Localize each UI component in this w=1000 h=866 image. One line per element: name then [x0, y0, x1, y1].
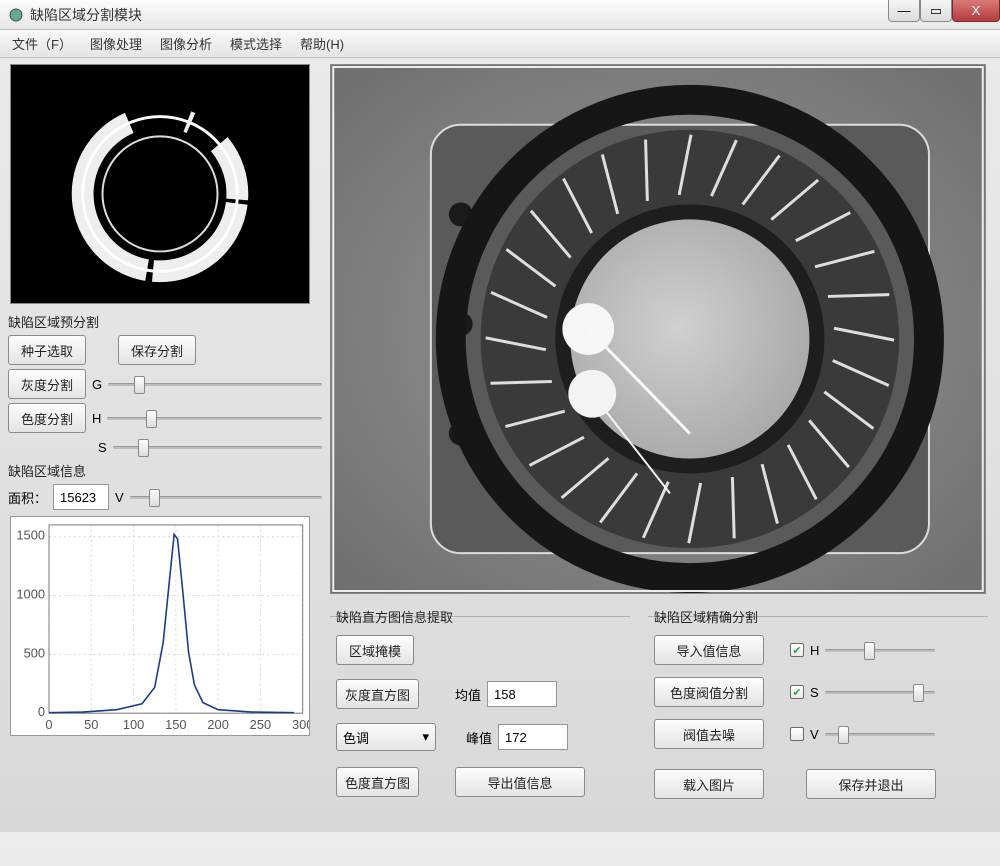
threshold-denoise-button[interactable]: 阀值去噪 — [654, 719, 764, 749]
channel-select[interactable]: 色调 ▾ — [336, 723, 436, 751]
svg-text:200: 200 — [207, 717, 228, 732]
precise-slider-v[interactable] — [825, 724, 935, 744]
svg-text:500: 500 — [24, 645, 45, 660]
maximize-button[interactable]: ▭ — [920, 0, 952, 22]
histogram-info-group: 缺陷直方图信息提取 区域掩模 灰度直方图 均值 158 色调 ▾ 峰值 172 … — [330, 616, 630, 866]
area-label: 面积： — [8, 488, 47, 507]
menu-image-processing[interactable]: 图像处理 — [90, 34, 142, 53]
gray-segment-button[interactable]: 灰度分割 — [8, 369, 86, 399]
checkbox-s-label: S — [810, 685, 819, 700]
gray-histogram-button[interactable]: 灰度直方图 — [336, 679, 419, 709]
checkbox-h-label: H — [810, 643, 819, 658]
title-bar: 缺陷区域分割模块 — ▭ X — [0, 0, 1000, 30]
precise-segmentation-group: 缺陷区域精确分割 导入值信息 ✔ H 色度阀值分割 ✔ S 阀值去噪 V 载入图… — [648, 616, 988, 866]
svg-text:300: 300 — [292, 717, 309, 732]
peak-label: 峰值 — [466, 728, 492, 747]
svg-text:1500: 1500 — [16, 528, 45, 543]
slider-s-label: S — [98, 440, 107, 455]
main-image-view — [330, 64, 986, 594]
left-panel: 缺陷区域预分割 种子选取 保存分割 灰度分割 G 色度分割 H S 缺陷区域信息… — [8, 64, 322, 736]
slider-v-label: V — [115, 490, 124, 505]
save-and-exit-button[interactable]: 保存并退出 — [806, 769, 936, 799]
mean-value: 158 — [487, 681, 557, 707]
mean-label: 均值 — [455, 685, 481, 704]
slider-g-label: G — [92, 377, 102, 392]
save-segmentation-button[interactable]: 保存分割 — [118, 335, 196, 365]
precise-slider-h[interactable] — [825, 640, 935, 660]
svg-text:0: 0 — [38, 704, 45, 719]
checkbox-h[interactable]: ✔ — [790, 643, 804, 657]
info-title: 缺陷区域信息 — [8, 461, 322, 480]
menu-mode-select[interactable]: 模式选择 — [230, 34, 282, 53]
chevron-down-icon: ▾ — [422, 729, 429, 745]
preseg-title: 缺陷区域预分割 — [8, 312, 322, 331]
menu-help[interactable]: 帮助(H) — [300, 34, 344, 53]
load-image-button[interactable]: 载入图片 — [654, 769, 764, 799]
svg-text:100: 100 — [123, 717, 144, 732]
slider-g[interactable] — [108, 374, 322, 394]
svg-text:250: 250 — [250, 717, 271, 732]
peak-value: 172 — [498, 724, 568, 750]
slider-h-label: H — [92, 411, 101, 426]
hue-segment-button[interactable]: 色度分割 — [8, 403, 86, 433]
svg-text:50: 50 — [84, 717, 98, 732]
checkbox-s[interactable]: ✔ — [790, 685, 804, 699]
area-value: 15623 — [53, 484, 109, 510]
checkbox-v-label: V — [810, 727, 819, 742]
region-mask-button[interactable]: 区域掩模 — [336, 635, 414, 665]
import-values-button[interactable]: 导入值信息 — [654, 635, 764, 665]
slider-h[interactable] — [107, 408, 322, 428]
window-title: 缺陷区域分割模块 — [30, 5, 888, 25]
svg-text:150: 150 — [165, 717, 186, 732]
svg-text:0: 0 — [45, 717, 52, 732]
checkbox-v[interactable] — [790, 727, 804, 741]
app-icon — [8, 7, 24, 23]
precise-group-title: 缺陷区域精确分割 — [652, 607, 760, 626]
menu-image-analysis[interactable]: 图像分析 — [160, 34, 212, 53]
hue-histogram-button[interactable]: 色度直方图 — [336, 767, 419, 797]
hist-group-title: 缺陷直方图信息提取 — [334, 607, 455, 626]
window-buttons: — ▭ X — [888, 0, 1000, 29]
slider-v[interactable] — [130, 487, 322, 507]
menu-file[interactable]: 文件（F） — [12, 34, 72, 53]
menu-bar: 文件（F） 图像处理 图像分析 模式选择 帮助(H) — [0, 30, 1000, 58]
slider-s[interactable] — [113, 437, 322, 457]
svg-text:1000: 1000 — [16, 587, 45, 602]
seed-select-button[interactable]: 种子选取 — [8, 335, 86, 365]
preview-thumbnail — [10, 64, 310, 304]
minimize-button[interactable]: — — [888, 0, 920, 22]
hue-threshold-button[interactable]: 色度阀值分割 — [654, 677, 764, 707]
histogram-chart: 0 500 1000 1500 0 50 100 150 200 250 300 — [10, 516, 310, 736]
precise-slider-s[interactable] — [825, 682, 935, 702]
export-values-button[interactable]: 导出值信息 — [455, 767, 585, 797]
channel-select-value: 色调 — [343, 728, 369, 747]
close-button[interactable]: X — [952, 0, 1000, 22]
